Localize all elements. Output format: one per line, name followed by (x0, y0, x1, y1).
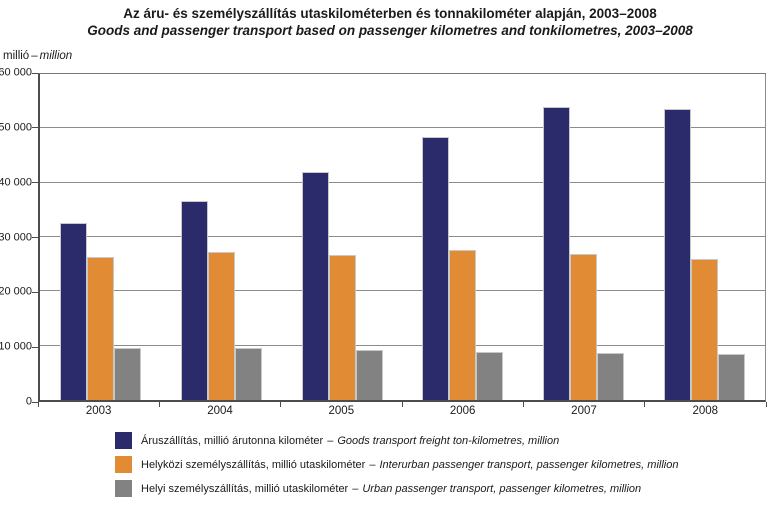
bar-freight-2007 (543, 107, 571, 400)
y-tick-mark (32, 346, 38, 348)
bar-interurban-2004 (207, 252, 235, 400)
legend-swatch-interurban (115, 456, 132, 473)
legend-swatch-freight (115, 432, 132, 449)
x-tick-mark (401, 402, 403, 407)
legend-item-interurban: Helyközi személyszállítás, millió utaski… (115, 456, 678, 473)
unit-separator: – (31, 50, 38, 62)
legend: Áruszállítás, millió árutonna kilométer –… (115, 432, 678, 504)
chart-title: Az áru- és személyszállítás utaskilométe… (123, 6, 657, 21)
bar-interurban-2005 (328, 254, 356, 400)
x-tick-mark (765, 402, 767, 407)
x-tick-label-2005: 2005 (328, 405, 355, 417)
y-tick-label: 10 000 (0, 340, 32, 353)
legend-item-urban: Helyi személyszállítás, millió utaskilom… (115, 480, 678, 497)
bar-freight-2006 (422, 137, 450, 400)
gridline (40, 290, 765, 292)
bar-urban-2003 (113, 347, 141, 400)
y-tick-mark (32, 182, 38, 184)
bar-interurban-2008 (691, 258, 719, 400)
x-tick-mark (522, 402, 524, 407)
bar-freight-2005 (301, 171, 329, 400)
chart-subtitle: Goods and passenger transport based on p… (87, 23, 693, 38)
y-tick-label: 50 000 (0, 121, 32, 134)
y-tick-label: 60 000 (0, 66, 32, 79)
bar-group-2007 (523, 74, 644, 400)
bar-group-2006 (402, 74, 523, 400)
y-tick-mark (32, 237, 38, 238)
x-tick-mark (37, 402, 39, 407)
y-tick-label: 30 000 (0, 231, 32, 243)
unit-en: million (39, 50, 73, 62)
x-tick-mark (158, 402, 160, 407)
gridline (40, 181, 765, 183)
legend-label-freight: Áruszállítás, millió árutonna kilométer –… (141, 434, 560, 447)
x-tick-mark (280, 402, 282, 407)
x-tick-label-2004: 2004 (207, 405, 233, 417)
gridline (40, 344, 765, 346)
y-tick-mark (32, 72, 38, 74)
bar-group-2004 (161, 74, 282, 400)
y-axis-ticks (32, 72, 38, 403)
x-axis-ticks (37, 402, 767, 408)
y-axis-unit-label: millió – million (3, 50, 72, 62)
x-tick-label-2007: 2007 (571, 405, 597, 417)
x-tick-label-2008: 2008 (692, 405, 719, 417)
y-tick-label: 0 (25, 395, 32, 408)
y-tick-mark (32, 401, 38, 403)
bar-interurban-2003 (86, 256, 114, 400)
bar-freight-2004 (180, 200, 208, 400)
title-block: Az áru- és személyszállítás utaskilométe… (0, 5, 780, 39)
bar-urban-2008 (718, 353, 746, 400)
y-tick-mark (32, 127, 38, 129)
unit-hu: millió (3, 50, 30, 62)
bar-group-2003 (40, 74, 161, 400)
bar-urban-2006 (476, 351, 504, 400)
bar-urban-2007 (597, 353, 625, 400)
y-tick-label: 40 000 (0, 176, 32, 189)
gridline (40, 236, 765, 237)
legend-item-freight: Áruszállítás, millió árutonna kilométer –… (115, 432, 678, 449)
y-axis-labels: 0 10 000 20 000 30 000 40 000 50 000 60 000 (0, 67, 32, 407)
bar-freight-2008 (664, 109, 692, 400)
bar-urban-2005 (355, 350, 383, 400)
x-tick-label-2006: 2006 (449, 405, 476, 417)
gridline (40, 127, 765, 129)
bar-interurban-2006 (449, 249, 477, 400)
y-tick-label: 20 000 (0, 285, 32, 298)
y-tick-mark (32, 291, 38, 293)
bar-interurban-2007 (570, 253, 598, 400)
x-axis-labels: 2003 2004 2005 2006 2007 2008 (38, 405, 766, 417)
legend-label-urban: Helyi személyszállítás, millió utaskilom… (141, 482, 642, 495)
bar-freight-2003 (59, 223, 87, 400)
bar-groups (40, 74, 765, 400)
bar-urban-2004 (234, 348, 262, 400)
bar-group-2008 (644, 74, 765, 400)
bar-group-2005 (282, 74, 403, 400)
x-tick-label-2003: 2003 (85, 405, 112, 417)
plot-area (38, 73, 766, 402)
legend-swatch-urban (115, 480, 132, 497)
x-tick-mark (644, 402, 646, 407)
legend-label-interurban: Helyközi személyszállítás, millió utaski… (141, 458, 679, 471)
